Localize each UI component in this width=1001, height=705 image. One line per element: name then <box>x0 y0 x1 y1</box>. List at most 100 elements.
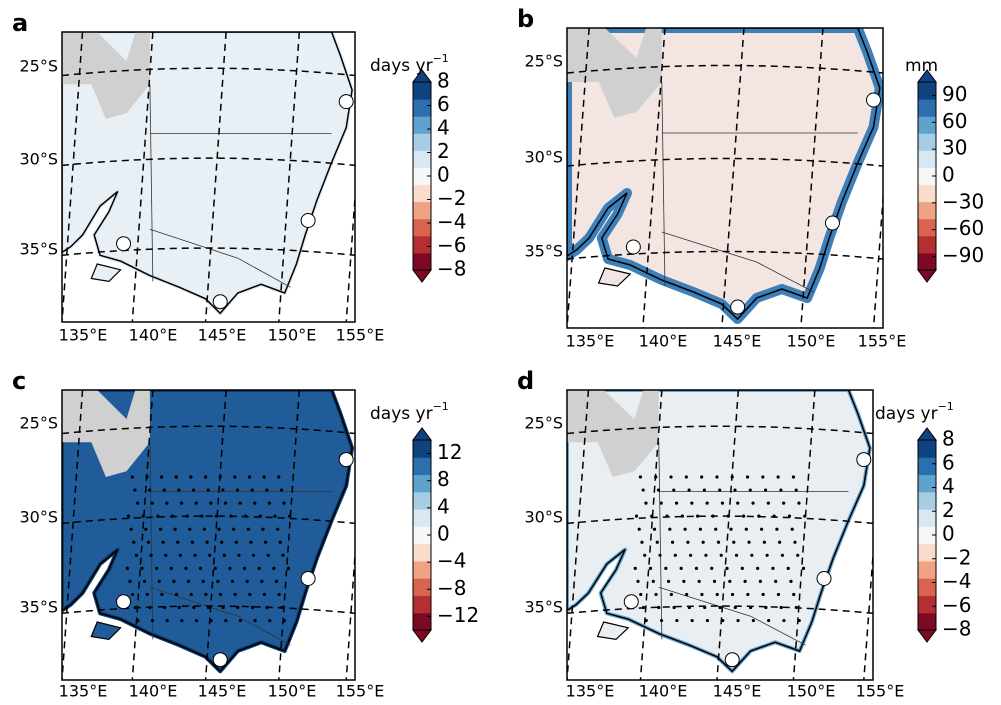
stipple <box>652 527 657 531</box>
other-land <box>62 32 150 119</box>
stipple <box>261 527 265 531</box>
graticule <box>721 28 745 328</box>
stipple <box>729 527 733 531</box>
lon-label: 135°E <box>566 682 615 701</box>
site-marker <box>866 92 882 108</box>
state-border <box>750 615 806 646</box>
stipple <box>743 579 747 584</box>
graticule <box>62 67 355 77</box>
colorbar-tick-label: −30 <box>942 189 984 213</box>
stipple <box>704 553 708 557</box>
stipple <box>218 475 222 479</box>
stipple <box>714 527 718 531</box>
stipple <box>141 514 145 518</box>
site-marker <box>338 452 354 468</box>
stipple <box>191 488 196 492</box>
colorbar-extend <box>412 269 432 283</box>
stipple <box>749 605 753 610</box>
stipple <box>658 553 662 557</box>
colorbar-tick-label: −2 <box>437 186 466 210</box>
stipple <box>230 579 235 584</box>
colorbar-band <box>918 543 936 562</box>
stipple <box>173 527 177 531</box>
colorbar-tick-label: −4 <box>437 210 466 234</box>
colorbar-band <box>413 201 431 220</box>
stipple <box>176 540 180 544</box>
stipple <box>204 592 208 597</box>
site-marker <box>300 213 316 228</box>
stipple <box>790 527 794 531</box>
stipple <box>262 592 267 597</box>
colorbar-band <box>918 99 936 117</box>
stipple <box>125 566 129 570</box>
stipple <box>694 566 699 570</box>
colorbar-band <box>918 201 936 220</box>
colorbar-band <box>413 595 431 614</box>
stipple <box>763 488 768 492</box>
stipple <box>670 540 675 544</box>
stipple <box>633 566 637 570</box>
stipple <box>130 475 134 479</box>
stipple <box>643 553 647 557</box>
stipple <box>140 566 144 570</box>
stipple <box>268 618 272 623</box>
colorbar-tick-label: 4 <box>437 116 450 140</box>
other-land <box>62 390 150 477</box>
stipple <box>794 488 798 492</box>
stipple <box>780 553 785 557</box>
stipple <box>150 618 155 623</box>
map-panel: b 25°S 30°S 35°S 135°E 140°E 145°E 150°E 155°E 90… <box>517 5 984 351</box>
stipple <box>249 540 253 544</box>
graticule <box>62 515 355 525</box>
stipple <box>675 618 679 623</box>
stipple <box>641 488 645 492</box>
stipple <box>206 488 210 492</box>
colorbar-tick-label: 8 <box>437 69 450 93</box>
panel-label: a <box>12 9 28 37</box>
lat-label: 30°S <box>524 148 563 167</box>
stipple <box>242 566 247 570</box>
stipple <box>701 540 705 544</box>
stipple <box>778 540 782 544</box>
colorbar-tick-label: 30 <box>942 136 967 160</box>
graticule <box>642 28 666 328</box>
graticule <box>716 390 740 680</box>
stipple <box>203 475 208 479</box>
lat-label: 35°S <box>19 598 58 617</box>
stipple <box>772 514 776 518</box>
stipple <box>767 618 771 623</box>
stipple <box>282 618 286 623</box>
state-border <box>149 228 238 259</box>
stipple <box>234 540 238 544</box>
colorbar-extend <box>412 427 432 441</box>
site-marker <box>623 594 639 610</box>
colorbar-tick-label: −2 <box>942 545 971 569</box>
stipple <box>682 579 686 584</box>
stipple <box>726 514 730 518</box>
stipple <box>674 501 679 505</box>
stipple <box>702 488 706 492</box>
colorbar-tick-label: −8 <box>942 617 971 641</box>
stipple <box>145 475 149 479</box>
lat-label: 25°S <box>19 57 58 76</box>
state-border <box>658 586 751 617</box>
colorbar-band <box>413 578 431 596</box>
stipple <box>133 605 137 610</box>
stipple <box>146 540 151 544</box>
colorbar-unit: days yr−1 <box>875 400 954 424</box>
stipple <box>776 592 781 597</box>
stipple <box>779 488 783 492</box>
stipple <box>169 566 173 570</box>
stipple <box>129 527 133 531</box>
stipple <box>740 566 744 570</box>
site-marker <box>824 215 840 231</box>
colorbar-extend <box>917 269 937 283</box>
colorbar-band <box>918 235 936 254</box>
stipple <box>132 540 136 544</box>
state-border <box>237 615 291 646</box>
colorbar-band <box>413 150 431 168</box>
land-outline <box>62 32 353 315</box>
stipple <box>665 514 669 518</box>
colorbar-tick-label: −8 <box>437 257 466 281</box>
stipple <box>144 527 148 531</box>
